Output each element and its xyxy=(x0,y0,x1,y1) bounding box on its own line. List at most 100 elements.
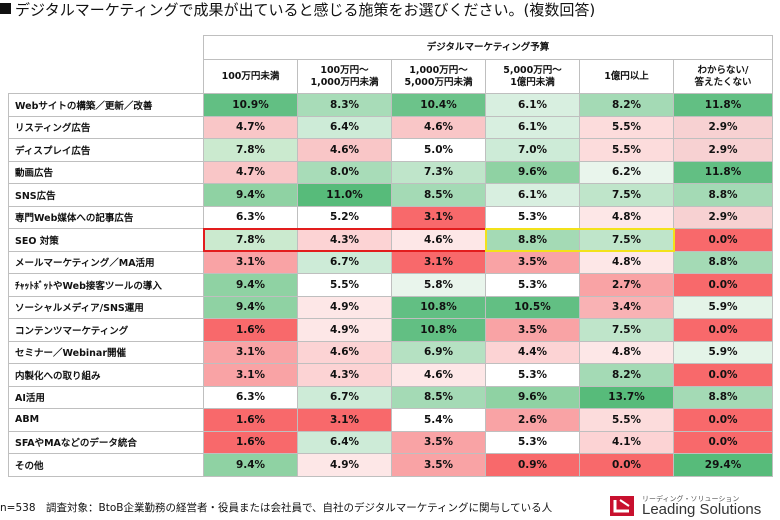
value-cell: 9.4% xyxy=(203,273,298,297)
value-cell: 6.1% xyxy=(485,115,580,139)
value-cell: 10.9% xyxy=(203,93,298,117)
budget-group-header: デジタルマーケティング予算 xyxy=(203,35,773,60)
value-cell: 6.2% xyxy=(579,160,674,184)
value-cell: 4.9% xyxy=(297,318,392,342)
value-cell: 7.5% xyxy=(579,228,674,252)
value-cell: 7.5% xyxy=(579,183,674,207)
value-cell: 4.6% xyxy=(391,363,486,387)
value-cell: 9.6% xyxy=(485,385,580,409)
value-cell: 7.8% xyxy=(203,228,298,252)
row-label: SNS広告 xyxy=(8,183,204,207)
table-row: SNS広告 9.4% 11.0% 8.5% 6.1% 7.5% 8.8% xyxy=(8,183,773,207)
corner-blank-cell xyxy=(8,35,204,94)
value-cell: 4.6% xyxy=(391,115,486,139)
value-cell: 4.6% xyxy=(297,340,392,364)
logo-subtitle: リーディング・ソリューション xyxy=(642,495,740,503)
value-cell: 0.0% xyxy=(673,228,773,252)
value-cell: 29.4% xyxy=(673,453,773,477)
value-cell: 6.4% xyxy=(297,430,392,454)
value-cell: 0.0% xyxy=(673,363,773,387)
table-row: その他 9.4% 4.9% 3.5% 0.9% 0.0% 29.4% xyxy=(8,453,773,477)
footnote: n=538 調査対象：BtoB企業勤務の経営者・役員または会社員で、自社のデジタ… xyxy=(0,502,553,514)
value-cell: 10.8% xyxy=(391,295,486,319)
value-cell: 3.5% xyxy=(485,250,580,274)
row-label: セミナー／Webinar開催 xyxy=(8,340,204,364)
table-row: Webサイトの構築／更新／改善 10.9% 8.3% 10.4% 6.1% 8.2% 11.… xyxy=(8,93,773,117)
value-cell: 0.0% xyxy=(673,408,773,432)
value-cell: 5.8% xyxy=(391,273,486,297)
value-cell: 3.1% xyxy=(297,408,392,432)
value-cell: 7.0% xyxy=(485,138,580,162)
value-cell: 8.0% xyxy=(297,160,392,184)
column-header: 1億円以上 xyxy=(579,59,674,94)
table-row: セミナー／Webinar開催 3.1% 4.6% 6.9% 4.4% 4.8% 5.9% xyxy=(8,340,773,364)
title-square-bullet xyxy=(0,3,11,14)
table-row: ﾁｬｯﾄﾎﾞｯﾄやWeb接客ツールの導入 9.4% 5.5% 5.8% 5.3% 2.7%… xyxy=(8,273,773,297)
value-cell: 7.3% xyxy=(391,160,486,184)
logo-name: Leading Solutions xyxy=(642,501,762,518)
value-cell: 1.6% xyxy=(203,430,298,454)
results-heatmap-table: デジタルマーケティング予算 100万円未満 100万円〜 1,000万円未満 1,00… xyxy=(8,35,773,477)
value-cell: 0.0% xyxy=(673,318,773,342)
value-cell: 3.4% xyxy=(579,295,674,319)
column-header: わからない/答えたくない xyxy=(673,59,773,94)
value-cell: 8.8% xyxy=(485,228,580,252)
value-cell: 9.4% xyxy=(203,295,298,319)
value-cell: 5.5% xyxy=(579,115,674,139)
column-header-row: 100万円未満 100万円〜 1,000万円未満 1,000万円〜 5,000万円未満 5… xyxy=(9,59,773,94)
row-label: ﾁｬｯﾄﾎﾞｯﾄやWeb接客ツールの導入 xyxy=(8,273,204,297)
value-cell: 4.6% xyxy=(297,138,392,162)
value-cell: 5.5% xyxy=(297,273,392,297)
row-label: ABM xyxy=(8,408,204,432)
row-label: SEO 対策 xyxy=(8,228,204,252)
value-cell: 10.4% xyxy=(391,93,486,117)
value-cell: 6.7% xyxy=(297,385,392,409)
value-cell: 5.9% xyxy=(673,295,773,319)
value-cell: 4.9% xyxy=(297,295,392,319)
row-label: Webサイトの構築／更新／改善 xyxy=(8,93,204,117)
table-row: 専門Web媒体への記事広告 6.3% 5.2% 3.1% 5.3% 4.8% 2.9% xyxy=(8,205,773,229)
value-cell: 3.1% xyxy=(203,363,298,387)
value-cell: 6.1% xyxy=(485,93,580,117)
value-cell: 3.1% xyxy=(391,205,486,229)
table-row: AI活用 6.3% 6.7% 8.5% 9.6% 13.7% 8.8% xyxy=(8,385,773,409)
table-row: ABM 1.6% 3.1% 5.4% 2.6% 5.5% 0.0% xyxy=(8,408,773,432)
value-cell: 8.3% xyxy=(297,93,392,117)
value-cell: 4.8% xyxy=(579,205,674,229)
value-cell: 3.5% xyxy=(391,430,486,454)
value-cell: 13.7% xyxy=(579,385,674,409)
value-cell: 8.5% xyxy=(391,183,486,207)
value-cell: 1.6% xyxy=(203,318,298,342)
value-cell: 6.1% xyxy=(485,183,580,207)
value-cell: 2.9% xyxy=(673,138,773,162)
value-cell: 4.8% xyxy=(579,250,674,274)
value-cell: 0.0% xyxy=(673,430,773,454)
value-cell: 3.5% xyxy=(391,453,486,477)
value-cell: 3.5% xyxy=(485,318,580,342)
value-cell: 7.8% xyxy=(203,138,298,162)
row-label: メールマーケティング／MA活用 xyxy=(8,250,204,274)
row-label: リスティング広告 xyxy=(8,115,204,139)
table-row: SFAやMAなどのデータ統合 1.6% 6.4% 3.5% 5.3% 4.1% 0.0% xyxy=(8,430,773,454)
value-cell: 9.6% xyxy=(485,160,580,184)
value-cell: 8.5% xyxy=(391,385,486,409)
value-cell: 5.0% xyxy=(391,138,486,162)
row-label: 専門Web媒体への記事広告 xyxy=(8,205,204,229)
value-cell: 0.0% xyxy=(673,273,773,297)
value-cell: 2.6% xyxy=(485,408,580,432)
value-cell: 3.1% xyxy=(203,250,298,274)
value-cell: 11.8% xyxy=(673,160,773,184)
value-cell: 10.5% xyxy=(485,295,580,319)
value-cell: 8.8% xyxy=(673,250,773,274)
value-cell: 4.6% xyxy=(391,228,486,252)
value-cell: 4.7% xyxy=(203,160,298,184)
value-cell: 6.4% xyxy=(297,115,392,139)
value-cell: 5.3% xyxy=(485,363,580,387)
table-row: ディスプレイ広告 7.8% 4.6% 5.0% 7.0% 5.5% 2.9% xyxy=(8,138,773,162)
column-header: 5,000万円〜 1億円未満 xyxy=(485,59,580,94)
value-cell: 8.8% xyxy=(673,183,773,207)
value-cell: 5.3% xyxy=(485,430,580,454)
column-header: 100万円未満 xyxy=(203,59,298,94)
value-cell: 6.9% xyxy=(391,340,486,364)
table-row: メールマーケティング／MA活用 3.1% 6.7% 3.1% 3.5% 4.8% 8.8% xyxy=(8,250,773,274)
